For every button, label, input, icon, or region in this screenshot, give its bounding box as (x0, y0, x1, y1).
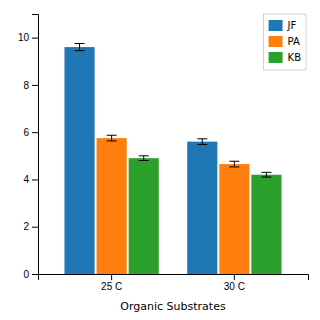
error-bar (75, 44, 85, 51)
error-bar-line (75, 44, 85, 51)
y-tick-mark (32, 38, 38, 39)
error-bar-line (197, 139, 207, 145)
x-tick: 25 C (101, 274, 122, 292)
y-tick-label: 0 (23, 269, 29, 280)
x-tick-mark (234, 274, 235, 280)
error-bar-line (229, 161, 239, 167)
bar-series (64, 44, 217, 274)
error-bar (197, 139, 207, 145)
bar (219, 164, 249, 274)
x-tick: 30 C (224, 274, 245, 292)
y-axis-line (32, 15, 39, 275)
legend-item: KB (269, 52, 302, 63)
legend-label: PA (288, 36, 300, 47)
y-tick-mark (32, 274, 38, 275)
legend-frame (264, 14, 306, 70)
bar (129, 158, 159, 274)
y-tick-label: 8 (23, 80, 29, 91)
chart: 0 2 4 6 8 10 25 C 30 C Organic Substrates JF PA KB (0, 0, 320, 320)
y-tick: 4 (23, 174, 38, 185)
y-tick: 2 (23, 221, 38, 232)
y-tick: 6 (23, 127, 38, 138)
legend-swatch (269, 36, 283, 47)
bar (251, 175, 281, 274)
y-tick-label: 2 (23, 221, 29, 232)
legend-label: KB (288, 52, 302, 63)
y-tick-label: 4 (23, 174, 29, 185)
legend: JF PA KB (264, 14, 306, 70)
error-bar-line (261, 172, 271, 177)
y-tick-mark (32, 85, 38, 86)
bar (64, 47, 94, 274)
marks (64, 44, 281, 274)
y-axis: 0 2 4 6 8 10 (18, 15, 39, 280)
error-bar (229, 161, 239, 167)
error-bar (139, 156, 149, 161)
y-tick-mark (32, 132, 38, 133)
bar-series (97, 135, 250, 274)
legend-swatch (269, 52, 283, 63)
error-bar (107, 135, 117, 141)
legend-item: PA (269, 36, 300, 47)
x-axis-title: Organic Substrates (120, 300, 226, 313)
y-tick-mark (32, 179, 38, 180)
legend-item: JF (269, 20, 297, 31)
y-tick-label: 6 (23, 127, 29, 138)
error-bar-line (139, 156, 149, 161)
x-axis: 25 C 30 C (39, 274, 309, 292)
y-tick: 0 (23, 269, 38, 280)
y-tick-label: 10 (18, 32, 30, 43)
x-tick-label: 25 C (101, 281, 122, 292)
legend-swatch (269, 20, 283, 31)
bar (97, 138, 127, 274)
y-tick: 10 (18, 32, 38, 43)
y-tick-mark (32, 227, 38, 228)
error-bar-line (107, 135, 117, 141)
bar (187, 142, 217, 274)
legend-label: JF (287, 20, 297, 31)
y-tick: 8 (23, 80, 38, 91)
x-tick-mark (111, 274, 112, 280)
x-axis-line (39, 275, 309, 281)
plot: 0 2 4 6 8 10 25 C 30 C Organic Substrates JF PA KB (18, 14, 309, 313)
error-bar (261, 172, 271, 177)
x-tick-label: 30 C (224, 281, 245, 292)
bar-series (129, 156, 282, 274)
